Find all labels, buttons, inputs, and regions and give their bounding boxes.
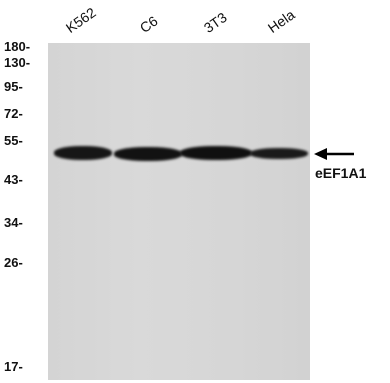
mw-marker-34: 34- (4, 215, 23, 230)
western-blot-membrane (48, 43, 310, 380)
lane-label-k562: K562 (62, 4, 99, 36)
band-k562 (54, 146, 112, 160)
lane-label-3t3: 3T3 (200, 9, 230, 36)
mw-marker-95: 95- (4, 79, 23, 94)
band-hela (250, 148, 308, 159)
mw-marker-55: 55- (4, 133, 23, 148)
left-arrow-icon (314, 148, 354, 160)
target-protein-label: eEF1A1 (315, 165, 367, 181)
mw-marker-130: 130- (4, 55, 31, 70)
mw-marker-180: 180- (4, 39, 31, 54)
lane-label-c6: C6 (136, 12, 161, 37)
mw-marker-72: 72- (4, 106, 23, 121)
mw-marker-43: 43- (4, 172, 23, 187)
lane-label-hela: Hela (264, 6, 298, 37)
mw-marker-17: 17- (4, 359, 23, 374)
band-c6 (114, 147, 182, 161)
band-3t3 (180, 146, 252, 160)
mw-marker-26: 26- (4, 255, 23, 270)
